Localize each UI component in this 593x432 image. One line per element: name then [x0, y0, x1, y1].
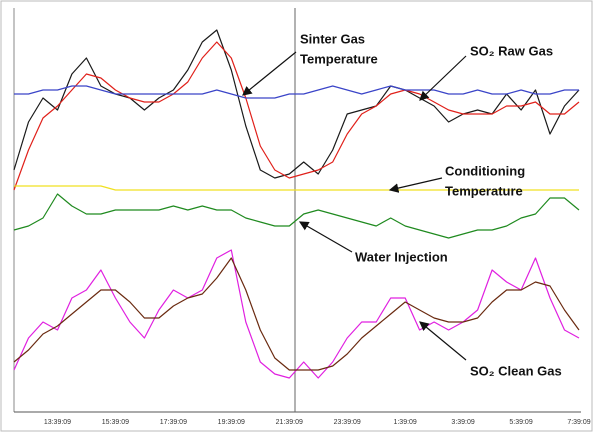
x-tick-label: 19:39:09	[218, 419, 245, 426]
series-line	[13, 193, 580, 239]
x-tick-label: 17:39:09	[160, 419, 187, 426]
series-line	[13, 41, 580, 191]
x-tick-label: 23:39:09	[334, 419, 361, 426]
arrow	[242, 51, 297, 96]
arrow	[419, 321, 467, 361]
annotation: Sinter Gas	[300, 31, 365, 46]
annotation: SO₂ Raw Gas	[470, 43, 553, 58]
series-line	[13, 29, 580, 179]
annotation: Water Injection	[355, 249, 448, 264]
x-tick-label: 15:39:09	[102, 419, 129, 426]
x-tick-label: 21:39:09	[276, 419, 303, 426]
x-tick-label: 3:39:09	[451, 419, 474, 426]
arrow	[419, 55, 467, 101]
annotation: SO₂ Clean Gas	[470, 363, 562, 378]
series-line	[14, 185, 579, 191]
x-tick-label: 5:39:09	[509, 419, 532, 426]
x-tick-label: 7:39:09	[567, 419, 590, 426]
x-tick-label: 1:39:09	[393, 419, 416, 426]
series-line	[14, 85, 579, 99]
series-line	[13, 257, 580, 371]
x-tick-label: 13:39:09	[44, 419, 71, 426]
series-group	[13, 29, 580, 379]
annotation: Temperature	[445, 183, 523, 198]
annotation: Conditioning	[445, 163, 525, 178]
annotations: Sinter Gas Temperature SO₂ Raw Gas Conditio…	[242, 31, 562, 378]
arrow	[388, 177, 443, 193]
arrow	[298, 221, 353, 253]
annotation: Temperature	[300, 51, 378, 66]
